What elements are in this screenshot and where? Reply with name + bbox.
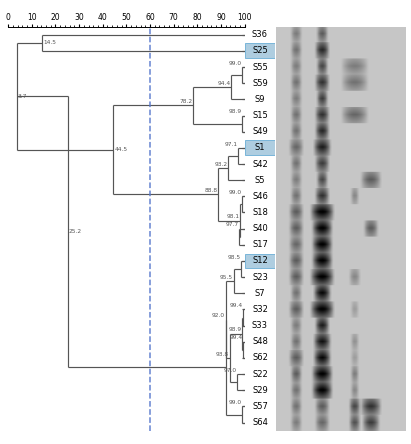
Text: 99.0: 99.0 bbox=[229, 400, 242, 405]
Text: S36: S36 bbox=[252, 30, 268, 39]
Text: 97.1: 97.1 bbox=[224, 142, 237, 147]
Bar bbox=[245, 254, 275, 269]
Text: S15: S15 bbox=[252, 111, 268, 120]
Text: 99.4: 99.4 bbox=[229, 303, 242, 308]
Text: 88.8: 88.8 bbox=[204, 188, 217, 193]
Text: S59: S59 bbox=[252, 79, 268, 88]
Text: S25: S25 bbox=[252, 46, 268, 56]
Text: S55: S55 bbox=[252, 63, 268, 71]
Bar bbox=[245, 140, 275, 155]
Text: S42: S42 bbox=[252, 159, 268, 169]
Text: 98.9: 98.9 bbox=[229, 109, 242, 114]
Text: 97.0: 97.0 bbox=[224, 368, 237, 373]
Text: S62: S62 bbox=[252, 353, 268, 362]
Text: S1: S1 bbox=[255, 143, 265, 152]
Text: S17: S17 bbox=[252, 240, 268, 250]
Text: 92.0: 92.0 bbox=[212, 313, 225, 318]
Text: S29: S29 bbox=[252, 386, 268, 395]
Text: 99.4: 99.4 bbox=[229, 336, 242, 341]
Text: S46: S46 bbox=[252, 192, 268, 201]
Bar bbox=[245, 44, 275, 58]
Text: S9: S9 bbox=[255, 95, 265, 104]
Text: S5: S5 bbox=[255, 176, 265, 185]
Text: S49: S49 bbox=[252, 127, 268, 136]
Text: S33: S33 bbox=[252, 321, 268, 330]
Text: 97.7: 97.7 bbox=[226, 222, 239, 227]
Text: S64: S64 bbox=[252, 418, 268, 427]
Text: S48: S48 bbox=[252, 337, 268, 346]
Text: S57: S57 bbox=[252, 402, 268, 411]
Text: 99.0: 99.0 bbox=[229, 61, 242, 66]
Text: 95.5: 95.5 bbox=[220, 275, 233, 280]
Text: 98.5: 98.5 bbox=[227, 255, 240, 260]
Text: S12: S12 bbox=[252, 257, 268, 266]
Text: S40: S40 bbox=[252, 224, 268, 233]
Text: S22: S22 bbox=[252, 369, 268, 379]
Text: S23: S23 bbox=[252, 273, 268, 281]
Text: S18: S18 bbox=[252, 208, 268, 217]
Text: 98.9: 98.9 bbox=[229, 327, 242, 333]
Text: 78.2: 78.2 bbox=[179, 99, 192, 104]
Text: 25.2: 25.2 bbox=[69, 229, 82, 234]
Text: 14.5: 14.5 bbox=[44, 40, 56, 45]
Text: 94.4: 94.4 bbox=[218, 81, 231, 86]
Text: 44.5: 44.5 bbox=[114, 147, 127, 152]
Text: 98.1: 98.1 bbox=[226, 214, 240, 219]
Text: 99.0: 99.0 bbox=[229, 190, 242, 195]
Text: 93.2: 93.2 bbox=[215, 162, 228, 167]
Text: S7: S7 bbox=[255, 289, 265, 298]
Text: 3.7: 3.7 bbox=[18, 94, 27, 99]
Text: 93.8: 93.8 bbox=[216, 352, 229, 357]
Text: S32: S32 bbox=[252, 305, 268, 314]
